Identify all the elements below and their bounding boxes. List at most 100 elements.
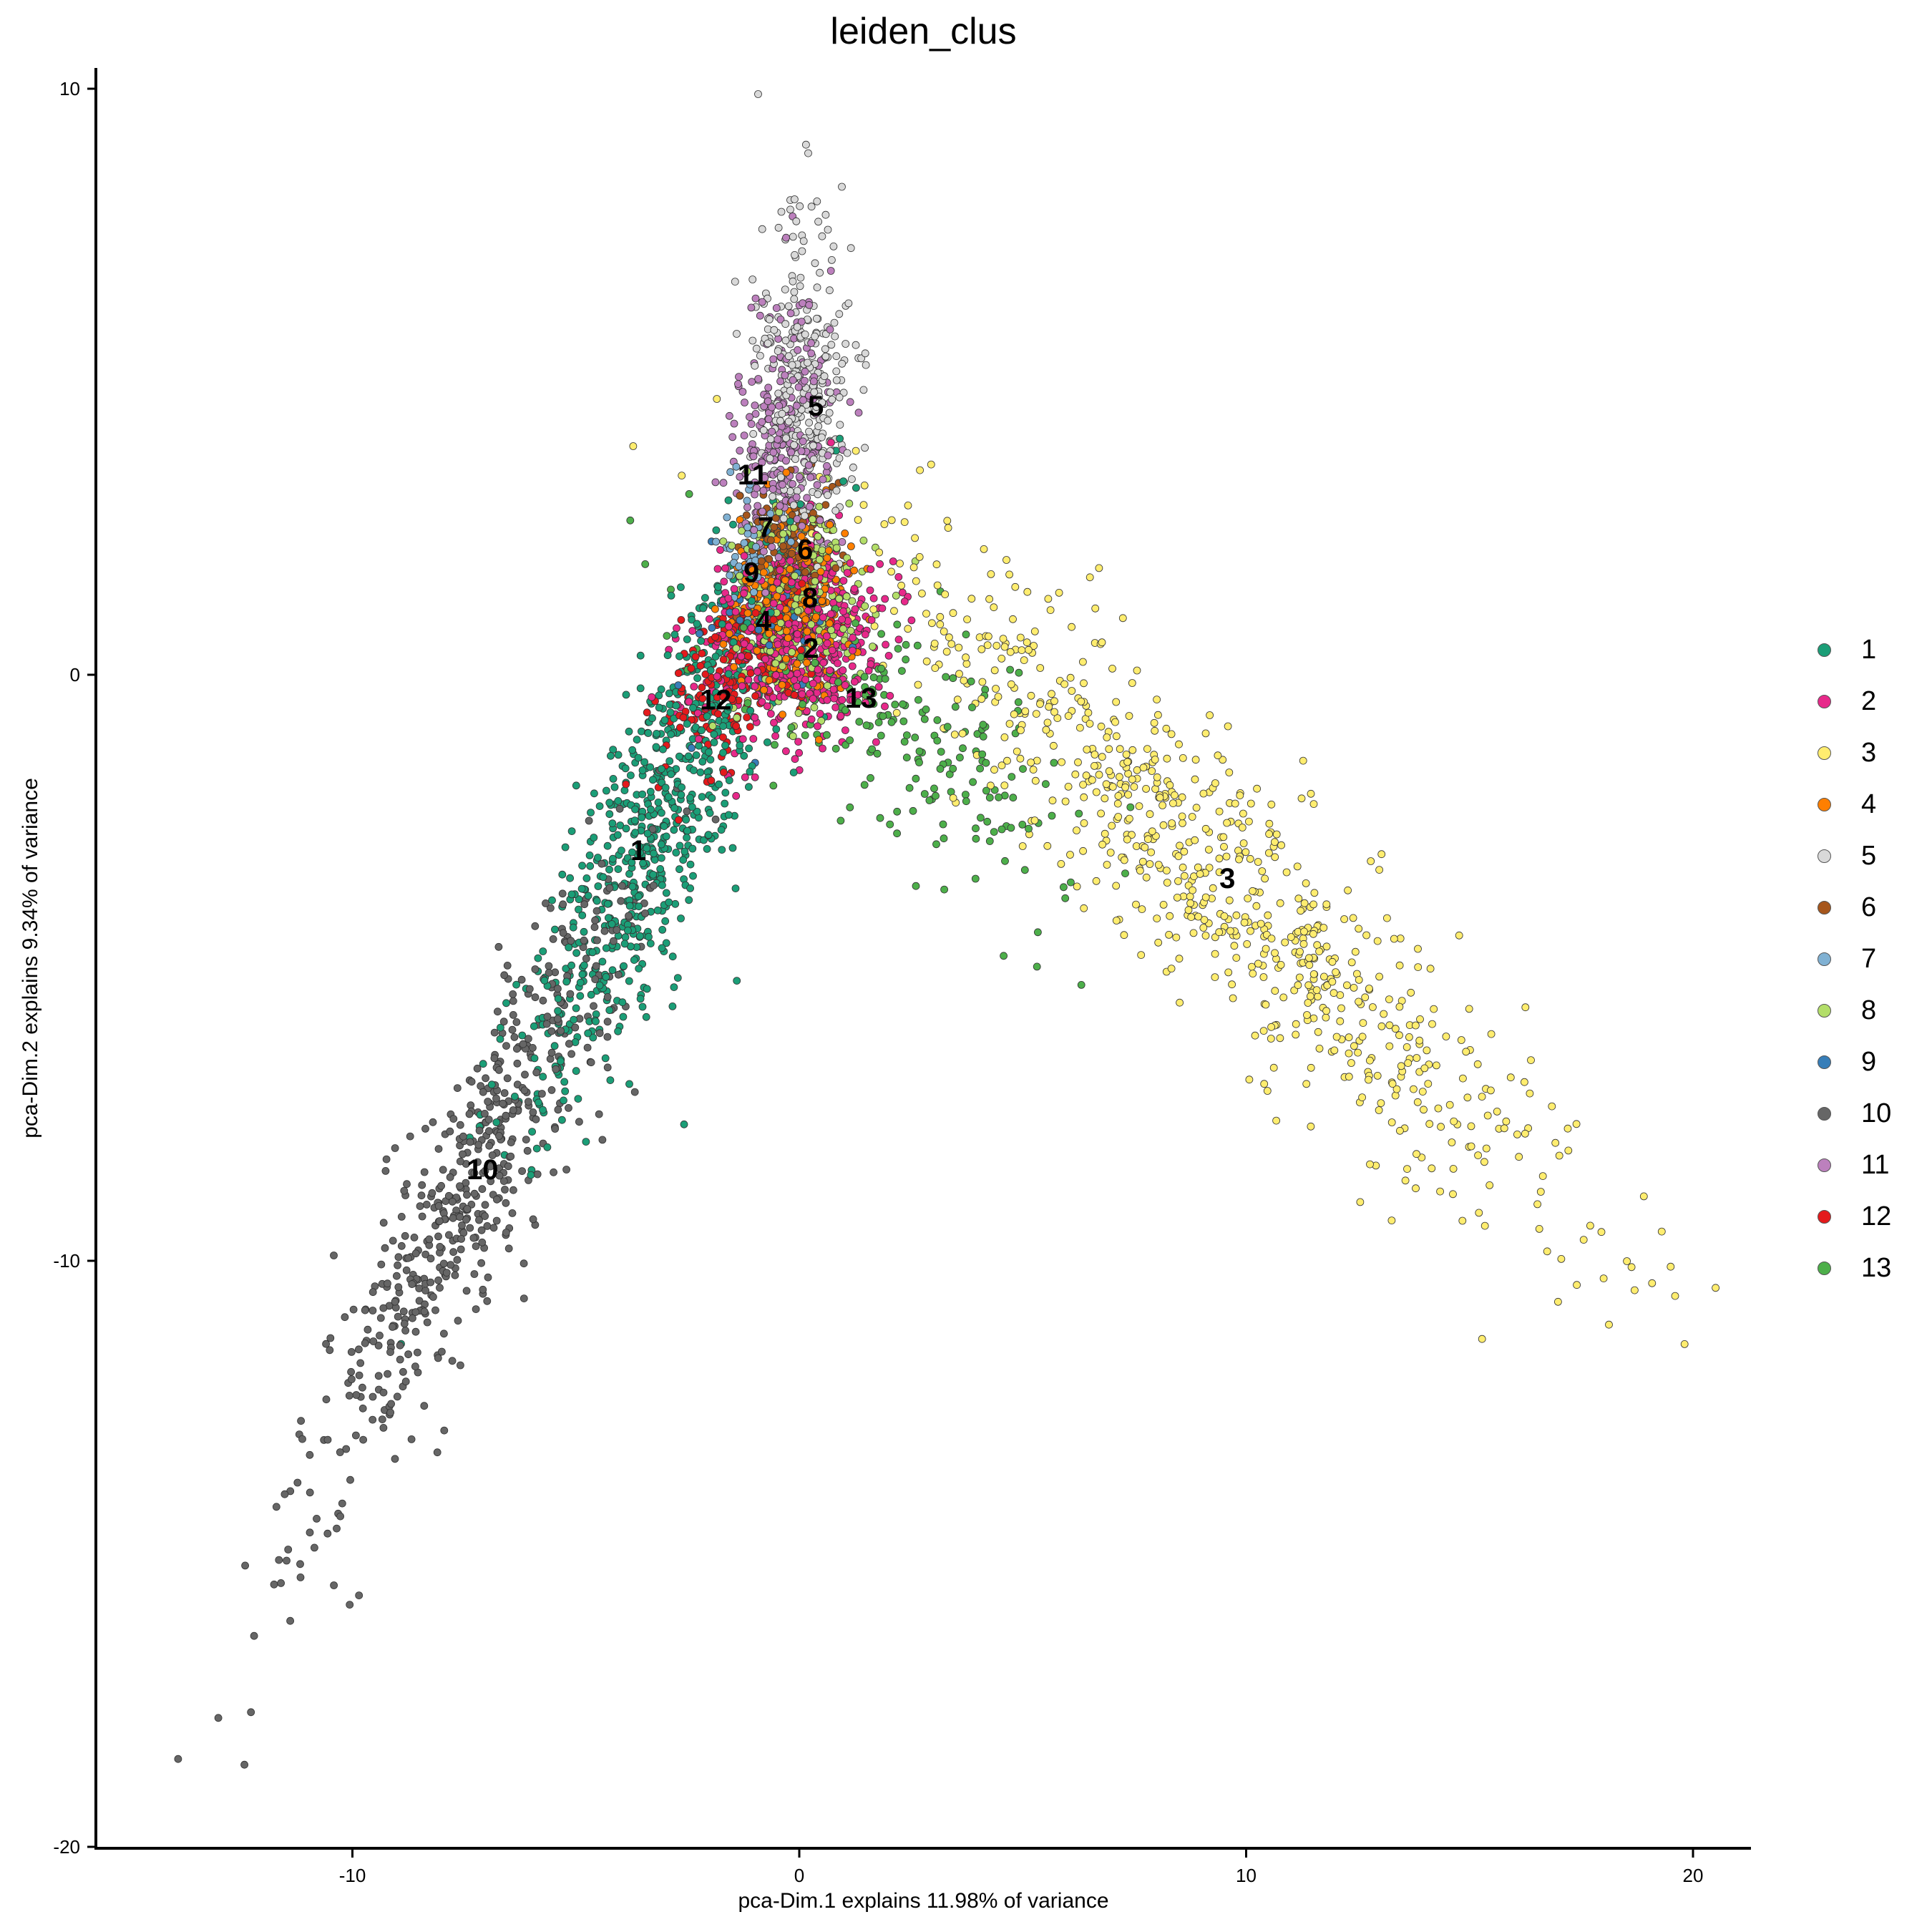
data-point — [1599, 1274, 1608, 1282]
data-point — [1091, 604, 1100, 613]
data-point — [1315, 1045, 1324, 1053]
data-point — [990, 766, 998, 774]
data-point — [720, 769, 728, 776]
data-point — [554, 1007, 562, 1015]
data-point — [1075, 809, 1083, 818]
data-point — [763, 702, 771, 711]
data-point — [689, 703, 697, 712]
data-point — [1359, 1019, 1367, 1027]
data-point — [465, 1110, 474, 1118]
legend-swatch-icon — [1818, 849, 1831, 863]
data-point — [1309, 800, 1318, 808]
data-point — [608, 966, 617, 975]
data-point — [1309, 900, 1317, 909]
data-point — [399, 1367, 407, 1376]
data-point — [1314, 1028, 1322, 1036]
data-point — [1413, 1150, 1420, 1158]
data-point — [587, 809, 595, 816]
data-point — [376, 1332, 384, 1340]
data-point — [743, 497, 751, 505]
data-point — [872, 738, 880, 746]
data-point — [686, 794, 694, 802]
data-point — [799, 437, 807, 446]
data-point — [658, 944, 666, 952]
data-point — [384, 1370, 391, 1378]
data-point — [1385, 1042, 1394, 1050]
data-point — [1304, 999, 1312, 1007]
data-point — [1019, 765, 1027, 773]
data-point — [1091, 751, 1099, 758]
data-point — [272, 1503, 280, 1511]
data-point — [782, 655, 790, 663]
legend-swatch-icon — [1818, 1106, 1831, 1121]
legend-label: 2 — [1861, 686, 1877, 716]
data-point — [854, 409, 863, 417]
data-point — [714, 583, 722, 591]
data-point — [796, 273, 805, 282]
data-point — [435, 1217, 444, 1225]
data-point — [976, 764, 984, 773]
data-point — [404, 1350, 412, 1359]
data-point — [446, 1173, 454, 1181]
data-point — [377, 1260, 386, 1269]
data-point — [914, 696, 922, 704]
data-point — [997, 761, 1006, 770]
data-point — [1106, 849, 1115, 857]
data-point — [746, 706, 755, 715]
data-point — [836, 816, 845, 825]
data-point — [575, 1118, 583, 1126]
data-point — [746, 723, 754, 731]
data-point — [394, 1261, 401, 1269]
data-point — [889, 557, 897, 565]
data-point — [635, 902, 643, 911]
data-point — [602, 786, 610, 795]
data-point — [823, 681, 831, 690]
data-point — [1188, 813, 1196, 821]
data-point — [494, 1008, 502, 1016]
data-point — [400, 1319, 409, 1328]
data-point — [374, 1342, 383, 1350]
data-point — [539, 996, 547, 1005]
data-point — [977, 695, 986, 703]
data-point — [900, 597, 909, 605]
data-point — [816, 516, 824, 525]
data-point — [545, 962, 553, 970]
data-point — [733, 330, 741, 338]
data-point — [588, 948, 597, 957]
data-point — [735, 373, 743, 381]
data-point — [843, 569, 852, 577]
data-point — [774, 435, 782, 444]
data-point — [1184, 906, 1193, 914]
data-point — [1124, 791, 1132, 799]
data-point — [646, 940, 655, 947]
data-point — [1254, 960, 1262, 968]
data-point — [1179, 819, 1186, 827]
data-point — [1130, 783, 1138, 791]
data-point — [894, 635, 903, 644]
data-point — [748, 275, 757, 283]
data-point — [561, 1087, 570, 1096]
data-point — [410, 1234, 419, 1241]
data-point — [1064, 783, 1073, 791]
data-point — [545, 969, 553, 977]
data-point — [638, 727, 645, 736]
data-point — [1313, 941, 1322, 950]
data-point — [1249, 970, 1257, 977]
data-point — [661, 917, 670, 925]
data-point — [472, 1305, 480, 1313]
data-point — [570, 1015, 578, 1024]
data-point — [1358, 1093, 1366, 1101]
data-point — [1254, 858, 1262, 866]
data-point — [1267, 1035, 1275, 1043]
data-point — [280, 1490, 289, 1498]
data-point — [1095, 771, 1103, 779]
data-point — [1265, 830, 1273, 838]
data-point — [796, 500, 804, 509]
data-point — [925, 796, 934, 804]
data-point — [801, 330, 809, 338]
data-point — [1302, 879, 1310, 887]
data-point — [793, 630, 801, 638]
data-point — [828, 396, 836, 404]
legend-label: 6 — [1861, 892, 1877, 922]
y-tick-label: 10 — [59, 78, 80, 99]
